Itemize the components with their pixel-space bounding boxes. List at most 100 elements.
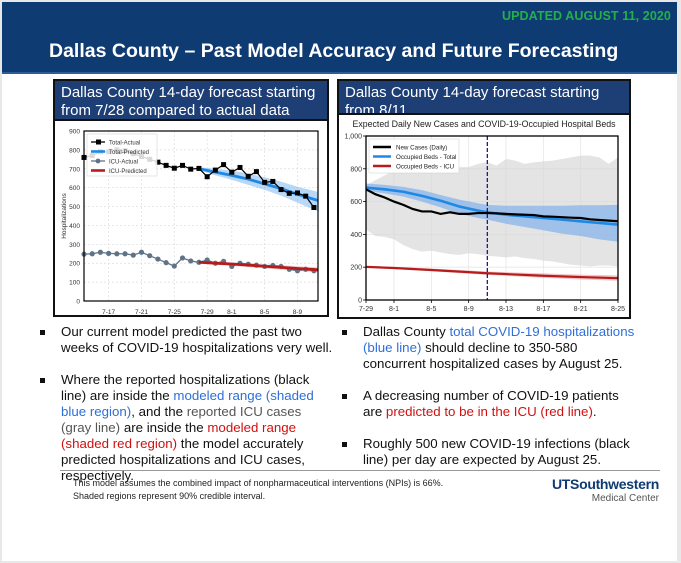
y-tick-label: 800 bbox=[69, 147, 80, 154]
total-actual-point bbox=[163, 162, 169, 168]
text-run-gray: reported ICU cases (gray line) bbox=[61, 404, 302, 435]
chart-title: Expected Daily New Cases and COVID-19-Oc… bbox=[352, 119, 616, 129]
icu-actual-point bbox=[171, 263, 177, 269]
y-tick-label: 400 bbox=[69, 223, 80, 230]
total-actual-point bbox=[204, 174, 210, 180]
x-tick-label: 7-29 bbox=[201, 309, 214, 315]
footer-divider bbox=[60, 470, 660, 471]
y-tick-label: 800 bbox=[350, 166, 362, 173]
bullet-text: Our current model predicted the past two… bbox=[61, 324, 333, 355]
new-cases-line bbox=[365, 188, 619, 223]
x-tick-label: 8-5 bbox=[260, 309, 270, 315]
text-run: should decline to 350-580 concurrent hos… bbox=[363, 340, 623, 371]
bullet-item: Dallas County total COVID-19 hospitaliza… bbox=[340, 324, 640, 372]
left-panel-title: Dallas County 14-day forecast starting f… bbox=[53, 79, 329, 121]
total-actual-point bbox=[180, 162, 186, 168]
bullet-item: Our current model predicted the past two… bbox=[38, 324, 333, 356]
bullet-text: Roughly 500 new COVID-19 infections (bla… bbox=[363, 436, 630, 467]
x-tick-label: 7-17 bbox=[102, 309, 115, 315]
total-actual-point bbox=[311, 205, 317, 210]
icu-actual-point bbox=[163, 260, 169, 266]
right-chart: Expected Daily New Cases and COVID-19-Oc… bbox=[344, 119, 625, 313]
x-tick-label: 7-29 bbox=[359, 306, 373, 313]
icu-actual-point bbox=[89, 251, 95, 257]
icu-actual-point bbox=[188, 258, 194, 264]
total-actual-point bbox=[196, 165, 202, 171]
total-actual-point bbox=[286, 190, 292, 196]
total-predicted-band bbox=[198, 167, 318, 212]
right-chart-frame: Expected Daily New Cases and COVID-19-Oc… bbox=[337, 113, 631, 319]
logo-sub-text: Medical Center bbox=[591, 493, 659, 504]
y-tick-label: 200 bbox=[69, 261, 80, 268]
text-run: are inside the bbox=[120, 420, 208, 435]
x-tick-label: 7-25 bbox=[168, 309, 181, 315]
total-actual-point bbox=[221, 162, 227, 168]
x-tick-label: 8-17 bbox=[536, 306, 550, 313]
x-tick-label: 8-13 bbox=[499, 306, 513, 313]
icu-beds-line bbox=[365, 265, 619, 280]
text-run: . bbox=[592, 404, 597, 419]
bullet-square-icon bbox=[342, 442, 347, 447]
logo-main-text: UTSouthwestern bbox=[551, 476, 659, 492]
y-tick-label: 100 bbox=[69, 280, 80, 287]
text-run: Dallas County bbox=[363, 324, 450, 339]
bullet-item: Where the reported hospitalizations (bla… bbox=[38, 372, 333, 484]
bullet-square-icon bbox=[40, 330, 45, 335]
plot-frame bbox=[83, 130, 319, 302]
text-run: the model accurately predicted hospitali… bbox=[61, 436, 305, 483]
icu-actual-point bbox=[97, 249, 104, 255]
x-tick-label: 8-5 bbox=[426, 306, 436, 313]
icu-actual-point bbox=[106, 250, 112, 256]
icu-actual-point bbox=[130, 252, 136, 258]
y-tick-label: 300 bbox=[69, 242, 80, 249]
text-run-red: modeled range (shaded red region) bbox=[61, 420, 297, 451]
text-run: , and the bbox=[131, 404, 187, 419]
x-tick-label: 8-9 bbox=[293, 309, 303, 315]
icu-actual-point bbox=[155, 256, 161, 262]
total-actual-point bbox=[262, 179, 268, 185]
left-chart-frame: 0 100 200 300 400 500 600 700 800 900 7-17 7-21 7-25… bbox=[53, 119, 329, 317]
y-tick-label: 500 bbox=[69, 204, 80, 211]
legend-label: ICU-Predicted bbox=[109, 169, 147, 175]
text-run-blue: modeled range (shaded blue region) bbox=[61, 388, 314, 419]
x-tick-label: 7-21 bbox=[135, 309, 148, 315]
y-tick-label: 200 bbox=[350, 265, 362, 272]
total-actual-point bbox=[229, 169, 235, 175]
x-tick-label: 8-1 bbox=[227, 309, 237, 315]
total-actual-point bbox=[294, 190, 300, 196]
footnote-line: This model assumes the combined impact o… bbox=[73, 478, 444, 488]
bullet-text: Dallas County total COVID-19 hospitaliza… bbox=[363, 324, 634, 371]
y-tick-label: 0 bbox=[358, 298, 362, 305]
y-tick-label: 600 bbox=[69, 185, 80, 192]
x-tick-label: 8-25 bbox=[611, 306, 625, 313]
header-banner: UPDATED AUGUST 11, 2020 Dallas County – … bbox=[2, 2, 677, 74]
bullet-square-icon bbox=[342, 330, 347, 335]
left-bullets: Our current model predicted the past two… bbox=[38, 324, 333, 500]
legend-label: ICU-Actual bbox=[109, 159, 138, 165]
y-tick-label: 400 bbox=[350, 232, 362, 239]
total-actual-point bbox=[303, 193, 309, 199]
utsw-logo: UTSouthwestern Medical Center bbox=[552, 476, 659, 504]
right-panel-title: Dallas County 14-day forecast starting f… bbox=[337, 79, 631, 119]
footnote: This model assumes the combined impact o… bbox=[73, 477, 443, 502]
y-tick-label: 1,000 bbox=[344, 134, 362, 141]
icu-predicted-line bbox=[198, 260, 319, 272]
y-tick-label: 900 bbox=[69, 129, 80, 136]
page-title: Dallas County – Past Model Accuracy and … bbox=[49, 40, 619, 62]
icu-actual-point bbox=[179, 255, 186, 261]
footnote-line: Shaded regions represent 90% credible in… bbox=[73, 490, 266, 501]
legend-label: New Cases (Daily) bbox=[396, 144, 447, 151]
text-run-blue: total COVID-19 hospitalizations (blue li… bbox=[363, 324, 635, 355]
bullet-text: Where the reported hospitalizations (bla… bbox=[61, 372, 314, 483]
legend-marker bbox=[95, 158, 101, 164]
bullet-square-icon bbox=[342, 394, 347, 399]
total-actual-point bbox=[171, 165, 177, 171]
left-chart: 0 100 200 300 400 500 600 700 800 900 7-17 7-21 7-25… bbox=[61, 129, 319, 315]
y-tick-label: 0 bbox=[76, 299, 80, 306]
bullet-item: A decreasing number of COVID-19 patients… bbox=[340, 388, 640, 420]
legend-label: Occupied Beds - Total bbox=[396, 154, 456, 161]
plot-frame bbox=[365, 135, 619, 301]
total-actual-point bbox=[212, 167, 218, 173]
bullet-text: A decreasing number of COVID-19 patients… bbox=[363, 388, 619, 419]
